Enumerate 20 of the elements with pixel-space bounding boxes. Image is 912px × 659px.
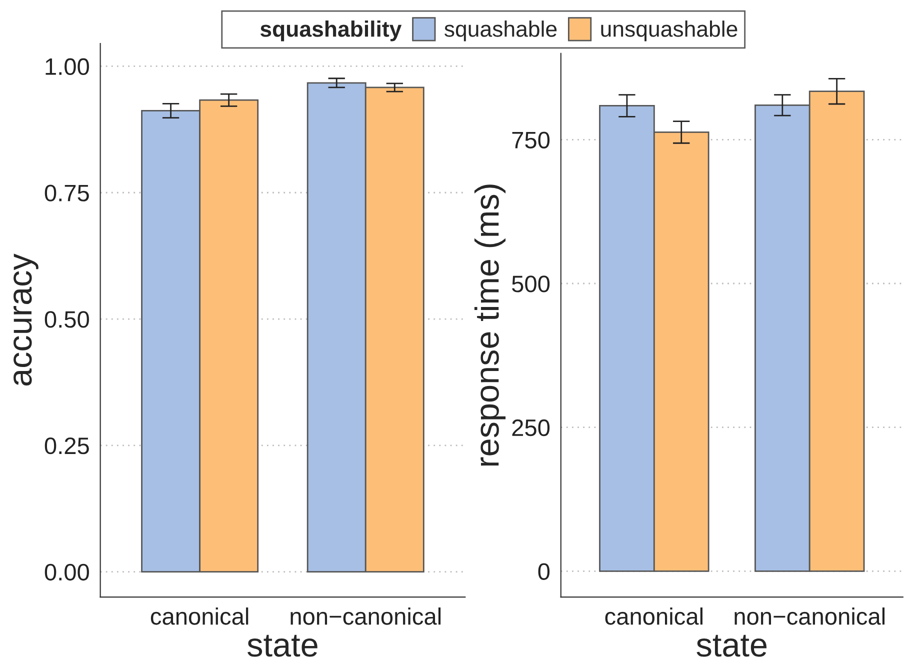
- x-tick-label: non−canonical: [290, 607, 441, 625]
- y-tick-label: 0.25: [44, 437, 89, 454]
- x-tick-label: canonical: [605, 607, 702, 625]
- y-tick-label: 0.75: [44, 184, 89, 202]
- legend-title: squashability: [260, 20, 402, 42]
- y-axis-title: response time (ms): [474, 184, 506, 466]
- x-tick-label: canonical: [150, 607, 248, 625]
- x-axis-title: state: [696, 634, 767, 657]
- legend-label: squashable: [444, 20, 557, 42]
- y-tick-label: 0.50: [44, 311, 89, 328]
- y-tick-label: 0: [538, 563, 550, 580]
- y-tick-label: 0.00: [44, 564, 89, 581]
- y-tick-label: 1.00: [46, 58, 89, 76]
- y-tick-label: 750: [512, 132, 550, 148]
- x-axis-title: state: [248, 634, 318, 657]
- legend-label: unsquashable: [601, 20, 738, 42]
- y-axis-title: accuracy: [14, 254, 38, 386]
- y-tick-label: 500: [512, 276, 550, 292]
- y-tick-label: 250: [512, 419, 550, 436]
- x-tick-label: non−canonical: [734, 607, 885, 625]
